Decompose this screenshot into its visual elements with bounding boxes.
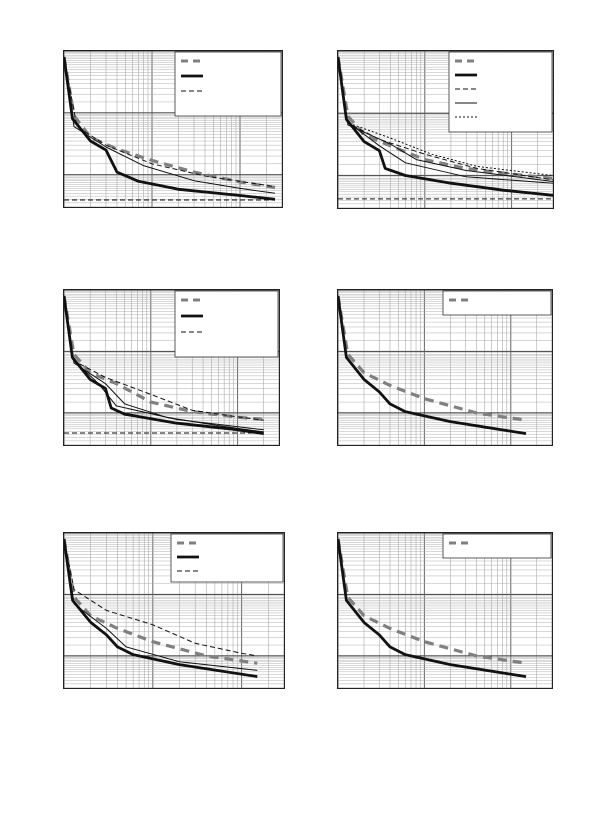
legend [174, 290, 279, 358]
legend-box [174, 51, 282, 117]
series-3-line [63, 538, 258, 657]
chart-3 [63, 289, 280, 446]
plot-frame [337, 289, 553, 446]
legend-box [448, 51, 553, 133]
legend-box [442, 290, 552, 316]
series-4-line [63, 538, 258, 671]
legend [442, 290, 552, 316]
plot-frame [63, 289, 280, 446]
series-1-line [337, 295, 527, 422]
series-2-line [337, 295, 527, 435]
series-2-line [63, 538, 258, 678]
chart-panel-4 [337, 289, 553, 446]
chart-panel-2 [337, 50, 554, 209]
chart-panel-6 [337, 532, 553, 689]
series-4-line [63, 56, 276, 194]
chart-panel-1 [63, 50, 283, 208]
legend [448, 51, 553, 133]
series-4-line [63, 295, 264, 433]
series-2-line [63, 56, 276, 201]
chart-5 [63, 532, 285, 689]
series-1-line [63, 56, 276, 190]
chart-1 [63, 50, 283, 208]
series-3-line [337, 56, 554, 181]
plot-frame [63, 532, 285, 689]
series-1-line [337, 56, 554, 180]
plot-frame [63, 50, 283, 208]
chart-6 [337, 532, 553, 689]
series-5-line [63, 295, 264, 431]
series-5-line [337, 56, 554, 176]
legend-box [174, 290, 279, 358]
chart-2 [337, 50, 554, 209]
legend [170, 533, 284, 583]
plot-frame [337, 50, 554, 209]
legend [442, 533, 552, 559]
series-6-line [337, 56, 554, 184]
chart-4 [337, 289, 553, 446]
series-2-line [337, 538, 527, 678]
legend [174, 51, 282, 117]
chart-panel-5 [63, 532, 285, 689]
series-3-line [63, 56, 276, 188]
plot-frame [337, 532, 553, 689]
chart-panel-3 [63, 289, 280, 446]
series-1-line [337, 538, 527, 665]
legend-box [442, 533, 552, 559]
series-1-line [63, 538, 258, 665]
